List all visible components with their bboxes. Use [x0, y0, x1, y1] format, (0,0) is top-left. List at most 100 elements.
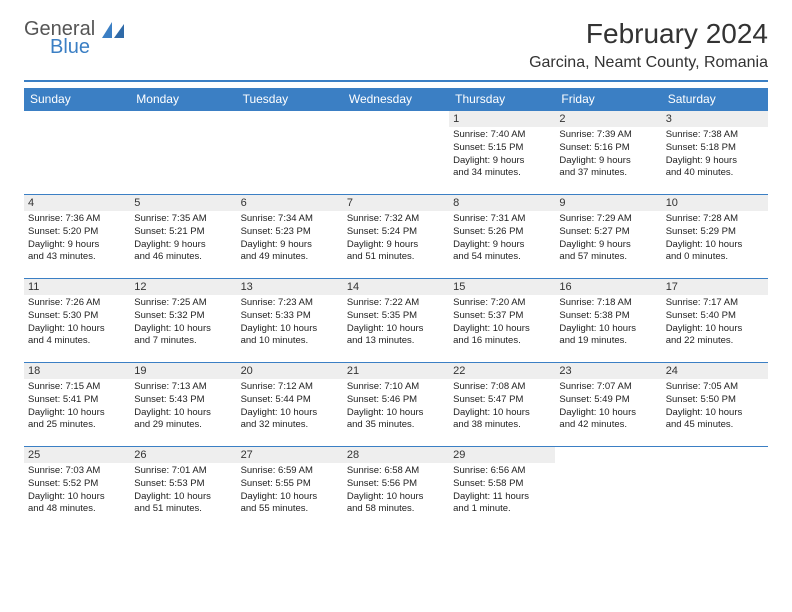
daylight-text: and 34 minutes.	[453, 167, 551, 180]
sunset-text: Sunset: 5:55 PM	[241, 478, 339, 491]
sunset-text: Sunset: 5:44 PM	[241, 394, 339, 407]
daylight-text: Daylight: 9 hours	[453, 239, 551, 252]
calendar-cell: 10Sunrise: 7:28 AMSunset: 5:29 PMDayligh…	[662, 195, 768, 279]
title-block: February 2024 Garcina, Neamt County, Rom…	[529, 18, 768, 72]
calendar-cell	[237, 111, 343, 195]
header: General Blue February 2024 Garcina, Neam…	[24, 18, 768, 72]
sunset-text: Sunset: 5:15 PM	[453, 142, 551, 155]
sunset-text: Sunset: 5:47 PM	[453, 394, 551, 407]
daylight-text: Daylight: 10 hours	[453, 323, 551, 336]
day-number: 1	[449, 111, 555, 127]
day-details: Sunrise: 6:58 AMSunset: 5:56 PMDaylight:…	[343, 463, 449, 518]
sunrise-text: Sunrise: 6:58 AM	[347, 465, 445, 478]
sunrise-text: Sunrise: 7:28 AM	[666, 213, 764, 226]
calendar-cell	[24, 111, 130, 195]
calendar-cell: 5Sunrise: 7:35 AMSunset: 5:21 PMDaylight…	[130, 195, 236, 279]
day-details: Sunrise: 7:20 AMSunset: 5:37 PMDaylight:…	[449, 295, 555, 350]
daylight-text: Daylight: 11 hours	[453, 491, 551, 504]
daylight-text: Daylight: 10 hours	[666, 407, 764, 420]
sunset-text: Sunset: 5:27 PM	[559, 226, 657, 239]
daylight-text: Daylight: 9 hours	[28, 239, 126, 252]
sunrise-text: Sunrise: 7:34 AM	[241, 213, 339, 226]
day-number: 26	[130, 447, 236, 463]
day-number: 13	[237, 279, 343, 295]
daylight-text: and 4 minutes.	[28, 335, 126, 348]
calendar-cell: 13Sunrise: 7:23 AMSunset: 5:33 PMDayligh…	[237, 279, 343, 363]
day-details: Sunrise: 7:28 AMSunset: 5:29 PMDaylight:…	[662, 211, 768, 266]
day-details: Sunrise: 7:25 AMSunset: 5:32 PMDaylight:…	[130, 295, 236, 350]
sunrise-text: Sunrise: 7:15 AM	[28, 381, 126, 394]
day-details: Sunrise: 7:31 AMSunset: 5:26 PMDaylight:…	[449, 211, 555, 266]
day-details: Sunrise: 7:12 AMSunset: 5:44 PMDaylight:…	[237, 379, 343, 434]
calendar-cell: 2Sunrise: 7:39 AMSunset: 5:16 PMDaylight…	[555, 111, 661, 195]
sunrise-text: Sunrise: 7:36 AM	[28, 213, 126, 226]
calendar-cell: 22Sunrise: 7:08 AMSunset: 5:47 PMDayligh…	[449, 363, 555, 447]
day-number: 15	[449, 279, 555, 295]
calendar-cell: 25Sunrise: 7:03 AMSunset: 5:52 PMDayligh…	[24, 447, 130, 531]
daylight-text: Daylight: 10 hours	[241, 491, 339, 504]
day-details: Sunrise: 7:38 AMSunset: 5:18 PMDaylight:…	[662, 127, 768, 182]
day-number: 22	[449, 363, 555, 379]
daylight-text: Daylight: 9 hours	[559, 155, 657, 168]
calendar-week-row: 4Sunrise: 7:36 AMSunset: 5:20 PMDaylight…	[24, 195, 768, 279]
sunset-text: Sunset: 5:20 PM	[28, 226, 126, 239]
calendar-cell: 16Sunrise: 7:18 AMSunset: 5:38 PMDayligh…	[555, 279, 661, 363]
sunrise-text: Sunrise: 7:10 AM	[347, 381, 445, 394]
daylight-text: Daylight: 10 hours	[347, 407, 445, 420]
sunrise-text: Sunrise: 7:17 AM	[666, 297, 764, 310]
day-number: 9	[555, 195, 661, 211]
day-number: 14	[343, 279, 449, 295]
day-details: Sunrise: 7:39 AMSunset: 5:16 PMDaylight:…	[555, 127, 661, 182]
sunrise-text: Sunrise: 6:56 AM	[453, 465, 551, 478]
calendar-cell: 3Sunrise: 7:38 AMSunset: 5:18 PMDaylight…	[662, 111, 768, 195]
daylight-text: Daylight: 9 hours	[134, 239, 232, 252]
daylight-text: and 0 minutes.	[666, 251, 764, 264]
daylight-text: Daylight: 10 hours	[559, 323, 657, 336]
calendar-cell: 24Sunrise: 7:05 AMSunset: 5:50 PMDayligh…	[662, 363, 768, 447]
daylight-text: and 37 minutes.	[559, 167, 657, 180]
day-number: 3	[662, 111, 768, 127]
calendar-cell: 27Sunrise: 6:59 AMSunset: 5:55 PMDayligh…	[237, 447, 343, 531]
day-details: Sunrise: 7:34 AMSunset: 5:23 PMDaylight:…	[237, 211, 343, 266]
calendar-cell: 1Sunrise: 7:40 AMSunset: 5:15 PMDaylight…	[449, 111, 555, 195]
day-number: 18	[24, 363, 130, 379]
day-details: Sunrise: 7:13 AMSunset: 5:43 PMDaylight:…	[130, 379, 236, 434]
day-details: Sunrise: 7:03 AMSunset: 5:52 PMDaylight:…	[24, 463, 130, 518]
daylight-text: and 45 minutes.	[666, 419, 764, 432]
day-details: Sunrise: 7:23 AMSunset: 5:33 PMDaylight:…	[237, 295, 343, 350]
daylight-text: and 51 minutes.	[347, 251, 445, 264]
sunset-text: Sunset: 5:32 PM	[134, 310, 232, 323]
sunset-text: Sunset: 5:49 PM	[559, 394, 657, 407]
calendar-cell: 7Sunrise: 7:32 AMSunset: 5:24 PMDaylight…	[343, 195, 449, 279]
daylight-text: and 57 minutes.	[559, 251, 657, 264]
sunrise-text: Sunrise: 7:08 AM	[453, 381, 551, 394]
daylight-text: and 29 minutes.	[134, 419, 232, 432]
day-number: 19	[130, 363, 236, 379]
calendar-cell: 28Sunrise: 6:58 AMSunset: 5:56 PMDayligh…	[343, 447, 449, 531]
daylight-text: and 46 minutes.	[134, 251, 232, 264]
daylight-text: and 25 minutes.	[28, 419, 126, 432]
daylight-text: Daylight: 10 hours	[666, 239, 764, 252]
calendar-page: General Blue February 2024 Garcina, Neam…	[0, 0, 792, 549]
day-number: 11	[24, 279, 130, 295]
day-details: Sunrise: 7:32 AMSunset: 5:24 PMDaylight:…	[343, 211, 449, 266]
month-title: February 2024	[529, 18, 768, 50]
sunset-text: Sunset: 5:38 PM	[559, 310, 657, 323]
calendar-cell: 8Sunrise: 7:31 AMSunset: 5:26 PMDaylight…	[449, 195, 555, 279]
sunrise-text: Sunrise: 7:40 AM	[453, 129, 551, 142]
calendar-cell: 15Sunrise: 7:20 AMSunset: 5:37 PMDayligh…	[449, 279, 555, 363]
daylight-text: Daylight: 9 hours	[241, 239, 339, 252]
daylight-text: and 35 minutes.	[347, 419, 445, 432]
sunset-text: Sunset: 5:50 PM	[666, 394, 764, 407]
sunrise-text: Sunrise: 7:05 AM	[666, 381, 764, 394]
daylight-text: and 10 minutes.	[241, 335, 339, 348]
daylight-text: and 7 minutes.	[134, 335, 232, 348]
day-details: Sunrise: 7:26 AMSunset: 5:30 PMDaylight:…	[24, 295, 130, 350]
day-number: 28	[343, 447, 449, 463]
calendar-cell: 12Sunrise: 7:25 AMSunset: 5:32 PMDayligh…	[130, 279, 236, 363]
daylight-text: and 51 minutes.	[134, 503, 232, 516]
calendar-cell: 6Sunrise: 7:34 AMSunset: 5:23 PMDaylight…	[237, 195, 343, 279]
sunrise-text: Sunrise: 7:31 AM	[453, 213, 551, 226]
day-details: Sunrise: 6:59 AMSunset: 5:55 PMDaylight:…	[237, 463, 343, 518]
weekday-header: Wednesday	[343, 88, 449, 111]
